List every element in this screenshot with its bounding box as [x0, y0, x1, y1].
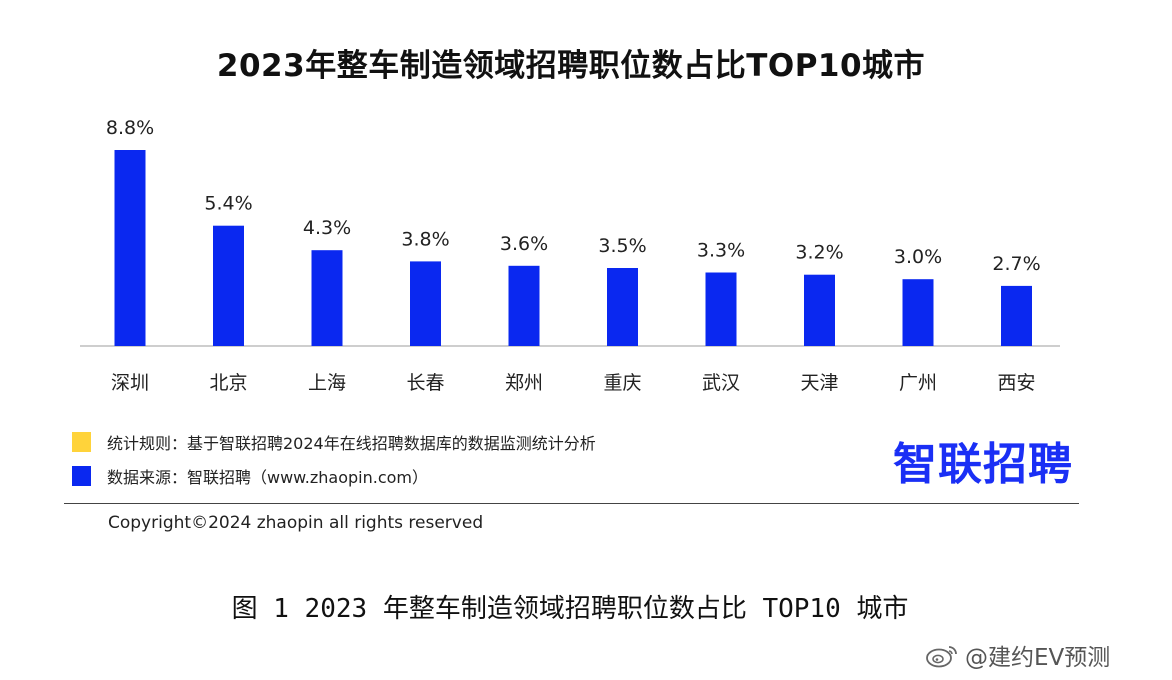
- bar-西安: [1001, 285, 1032, 346]
- footer-divider: [64, 503, 1079, 504]
- value-label: 3.3%: [697, 240, 745, 262]
- value-label: 3.6%: [500, 233, 548, 255]
- category-label: 武汉: [702, 372, 740, 394]
- value-label: 4.3%: [303, 217, 351, 239]
- category-label: 深圳: [111, 372, 149, 394]
- figure-caption: 图 1 2023 年整车制造领域招聘职位数占比 TOP10 城市: [231, 594, 909, 624]
- bar-武汉: [705, 272, 737, 346]
- bar-chart: 8.8% 深圳 5.4% 北京 4.3% 上海 3.8% 长春 3.6% 郑州 3.5% 重庆 3.3%…: [80, 117, 1060, 394]
- value-label: 8.8%: [106, 117, 154, 139]
- bar-天津: [804, 274, 835, 346]
- legend-source-text: 数据来源：智联招聘（www.zhaopin.com）: [107, 468, 429, 487]
- value-label: 3.8%: [401, 228, 449, 250]
- category-label: 重庆: [603, 372, 641, 394]
- value-label: 3.5%: [598, 235, 646, 257]
- category-label: 郑州: [505, 372, 543, 394]
- category-label: 上海: [308, 372, 346, 394]
- bar-广州: [902, 279, 934, 346]
- legend-source: 数据来源：智联招聘（www.zhaopin.com）: [72, 464, 428, 488]
- bar-长春: [410, 261, 441, 346]
- bar-北京: [213, 225, 244, 346]
- legend-rule-text: 统计规则：基于智联招聘2024年在线招聘数据库的数据监测统计分析: [107, 434, 596, 453]
- brand-logo: 智联招聘: [893, 439, 1073, 490]
- bar-上海: [311, 250, 343, 346]
- legend-source-swatch: [72, 466, 91, 486]
- copyright-text: Copyright©2024 zhaopin all rights reserv…: [108, 513, 484, 533]
- category-label: 长春: [406, 372, 444, 394]
- watermark: @建约EV预测: [925, 638, 1110, 672]
- bar-重庆: [607, 268, 638, 346]
- watermark-text: @建约EV预测: [965, 645, 1111, 671]
- value-label: 3.2%: [795, 242, 843, 264]
- bar-郑州: [508, 265, 540, 346]
- legend-rule-swatch: [72, 432, 91, 452]
- category-label: 北京: [209, 372, 247, 394]
- chart-title: 2023年整车制造领域招聘职位数占比TOP10城市: [216, 48, 926, 84]
- value-label: 5.4%: [204, 193, 252, 215]
- category-label: 广州: [899, 372, 937, 394]
- value-label: 2.7%: [992, 253, 1040, 275]
- value-label: 3.0%: [894, 246, 942, 268]
- bar-深圳: [114, 150, 146, 346]
- category-label: 天津: [800, 372, 838, 394]
- weibo-icon: [926, 646, 957, 668]
- legend-rule: 统计规则：基于智联招聘2024年在线招聘数据库的数据监测统计分析: [72, 430, 596, 454]
- category-label: 西安: [997, 372, 1035, 394]
